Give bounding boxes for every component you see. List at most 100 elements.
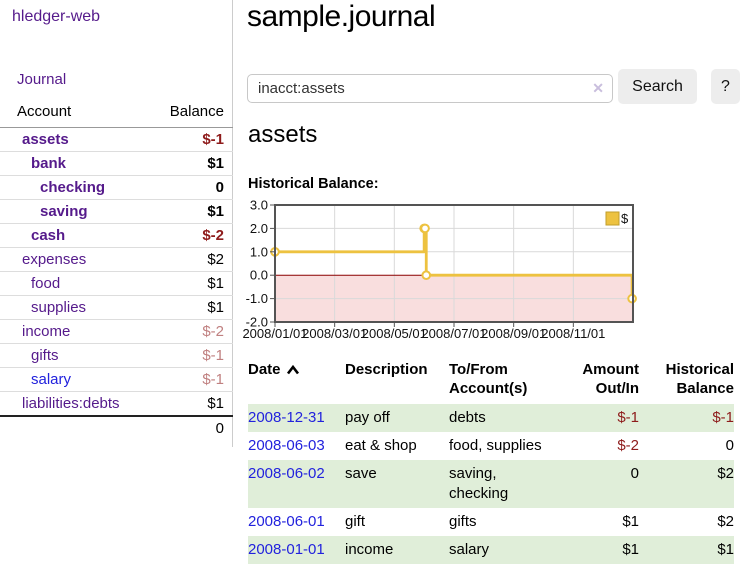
svg-text:2008/05/01: 2008/05/01 xyxy=(362,326,427,341)
account-balance: $-1 xyxy=(202,371,224,388)
svg-text:2008/01/01: 2008/01/01 xyxy=(242,326,307,341)
clear-search-icon[interactable]: ✕ xyxy=(592,80,604,96)
account-balance: $-1 xyxy=(202,347,224,364)
svg-text:3.0: 3.0 xyxy=(250,198,268,213)
account-balance: $1 xyxy=(207,203,224,220)
account-link-income[interactable]: income xyxy=(22,323,71,340)
transaction-amount: $-1 xyxy=(617,409,639,426)
search-button[interactable]: Search xyxy=(618,69,697,104)
help-button[interactable]: ? xyxy=(711,69,740,104)
search-input[interactable] xyxy=(247,74,613,103)
account-row: income $-2 xyxy=(0,320,233,344)
transaction-accounts: salary xyxy=(449,541,490,558)
sidebar-item-journal[interactable]: Journal xyxy=(17,71,67,88)
transaction-balance: 0 xyxy=(725,437,734,454)
account-row: bank $1 xyxy=(0,152,233,176)
amount-header: Amount Out/In xyxy=(582,361,639,397)
transaction-date-link[interactable]: 2008-12-31 xyxy=(248,409,325,426)
svg-text:-1.0: -1.0 xyxy=(246,291,268,306)
historical-balance-chart: 2008/01/01 2008/03/01 2008/05/01 2008/07/01… xyxy=(240,198,640,345)
account-link-cash[interactable]: cash xyxy=(31,227,66,244)
chart-title: Historical Balance: xyxy=(248,176,379,192)
tofrom-header: To/From Account(s) xyxy=(449,361,528,397)
transaction-description: gift xyxy=(345,513,366,530)
transaction-amount: $1 xyxy=(622,513,639,530)
svg-text:-2.0: -2.0 xyxy=(246,315,268,330)
svg-text:0.0: 0.0 xyxy=(250,268,268,283)
accounts-total-row: 0 xyxy=(0,416,233,440)
transaction-amount: $1 xyxy=(622,541,639,558)
account-link-gifts[interactable]: gifts xyxy=(31,347,59,364)
sort-ascending-icon xyxy=(286,361,300,380)
account-link-liabilities-debts[interactable]: liabilities:debts xyxy=(22,395,120,412)
account-link-food[interactable]: food xyxy=(31,275,61,292)
register-table: Date Description To/From Account(s) Amou… xyxy=(248,360,734,564)
transaction-accounts: food, supplies xyxy=(449,437,542,454)
transaction-date-link[interactable]: 2008-06-03 xyxy=(248,437,325,454)
svg-text:$: $ xyxy=(621,211,629,226)
account-link-checking[interactable]: checking xyxy=(40,179,106,196)
transaction-amount: 0 xyxy=(630,465,639,482)
svg-text:2008/07/01: 2008/07/01 xyxy=(421,326,486,341)
transaction-amount: $-2 xyxy=(617,437,639,454)
svg-text:2008/09/01: 2008/09/01 xyxy=(481,326,546,341)
account-link-saving[interactable]: saving xyxy=(40,203,88,220)
transaction-row: 2008-06-01 gift gifts $1 $2 xyxy=(248,508,734,536)
date-sort-header[interactable]: Date xyxy=(248,360,345,404)
transaction-date-link[interactable]: 2008-06-01 xyxy=(248,513,325,530)
description-header: Description xyxy=(345,361,428,378)
account-link-salary[interactable]: salary xyxy=(31,371,72,388)
search-bar: ✕ xyxy=(247,74,613,103)
account-balance: $1 xyxy=(207,155,224,172)
account-link-expenses[interactable]: expenses xyxy=(22,251,87,268)
account-balance: $1 xyxy=(207,275,224,292)
brand-link[interactable]: hledger-web xyxy=(12,8,101,25)
account-balance: 0 xyxy=(215,179,224,196)
accounts-total: 0 xyxy=(215,420,224,437)
register-header-row: Date Description To/From Account(s) Amou… xyxy=(248,360,734,404)
accounts-table: Account Balance assets $-1 bank $1 check… xyxy=(0,99,233,440)
transaction-accounts: debts xyxy=(449,409,486,426)
account-link-bank[interactable]: bank xyxy=(31,155,67,172)
transaction-row: 2008-06-03 eat & shop food, supplies $-2… xyxy=(248,432,734,460)
account-link-assets[interactable]: assets xyxy=(22,131,69,148)
account-row: salary $-1 xyxy=(0,368,233,392)
account-balance: $-2 xyxy=(202,227,224,244)
transaction-row: 2008-12-31 pay off debts $-1 $-1 xyxy=(248,404,734,432)
transaction-row: 2008-06-02 save saving, checking 0 $2 xyxy=(248,460,734,508)
transaction-description: save xyxy=(345,465,377,482)
account-balance: $-1 xyxy=(202,131,224,148)
account-balance: $-2 xyxy=(202,323,224,340)
account-balance: $1 xyxy=(207,395,224,412)
transaction-balance: $2 xyxy=(717,513,734,530)
date-header-label: Date xyxy=(248,361,281,378)
transaction-balance: $2 xyxy=(717,465,734,482)
balance-col-header: Balance xyxy=(169,103,224,120)
svg-text:1.0: 1.0 xyxy=(250,244,268,259)
account-link-supplies[interactable]: supplies xyxy=(31,299,87,316)
account-row: cash $-2 xyxy=(0,224,233,248)
account-row: liabilities:debts $1 xyxy=(0,392,233,417)
transaction-balance: $-1 xyxy=(712,409,734,426)
account-row: assets $-1 xyxy=(0,128,233,152)
sidebar: hledger-web Journal Account Balance asse… xyxy=(0,0,233,447)
transaction-accounts: saving, checking xyxy=(449,465,509,502)
svg-text:2.0: 2.0 xyxy=(250,221,268,236)
account-row: gifts $-1 xyxy=(0,344,233,368)
account-balance: $2 xyxy=(207,251,224,268)
transaction-description: eat & shop xyxy=(345,437,417,454)
svg-text:2008/03/01: 2008/03/01 xyxy=(302,326,367,341)
page-title: sample.journal xyxy=(247,0,436,33)
svg-text:2008/11/01: 2008/11/01 xyxy=(541,326,605,341)
account-heading: assets xyxy=(248,121,318,148)
account-row: checking 0 xyxy=(0,176,233,200)
historical-balance-header: Historical Balance xyxy=(665,361,734,397)
transaction-date-link[interactable]: 2008-06-02 xyxy=(248,465,325,482)
transaction-balance: $1 xyxy=(717,541,734,558)
account-row: saving $1 xyxy=(0,200,233,224)
transaction-description: pay off xyxy=(345,409,390,426)
transaction-accounts: gifts xyxy=(449,513,477,530)
transaction-date-link[interactable]: 2008-01-01 xyxy=(248,541,325,558)
account-row: food $1 xyxy=(0,272,233,296)
